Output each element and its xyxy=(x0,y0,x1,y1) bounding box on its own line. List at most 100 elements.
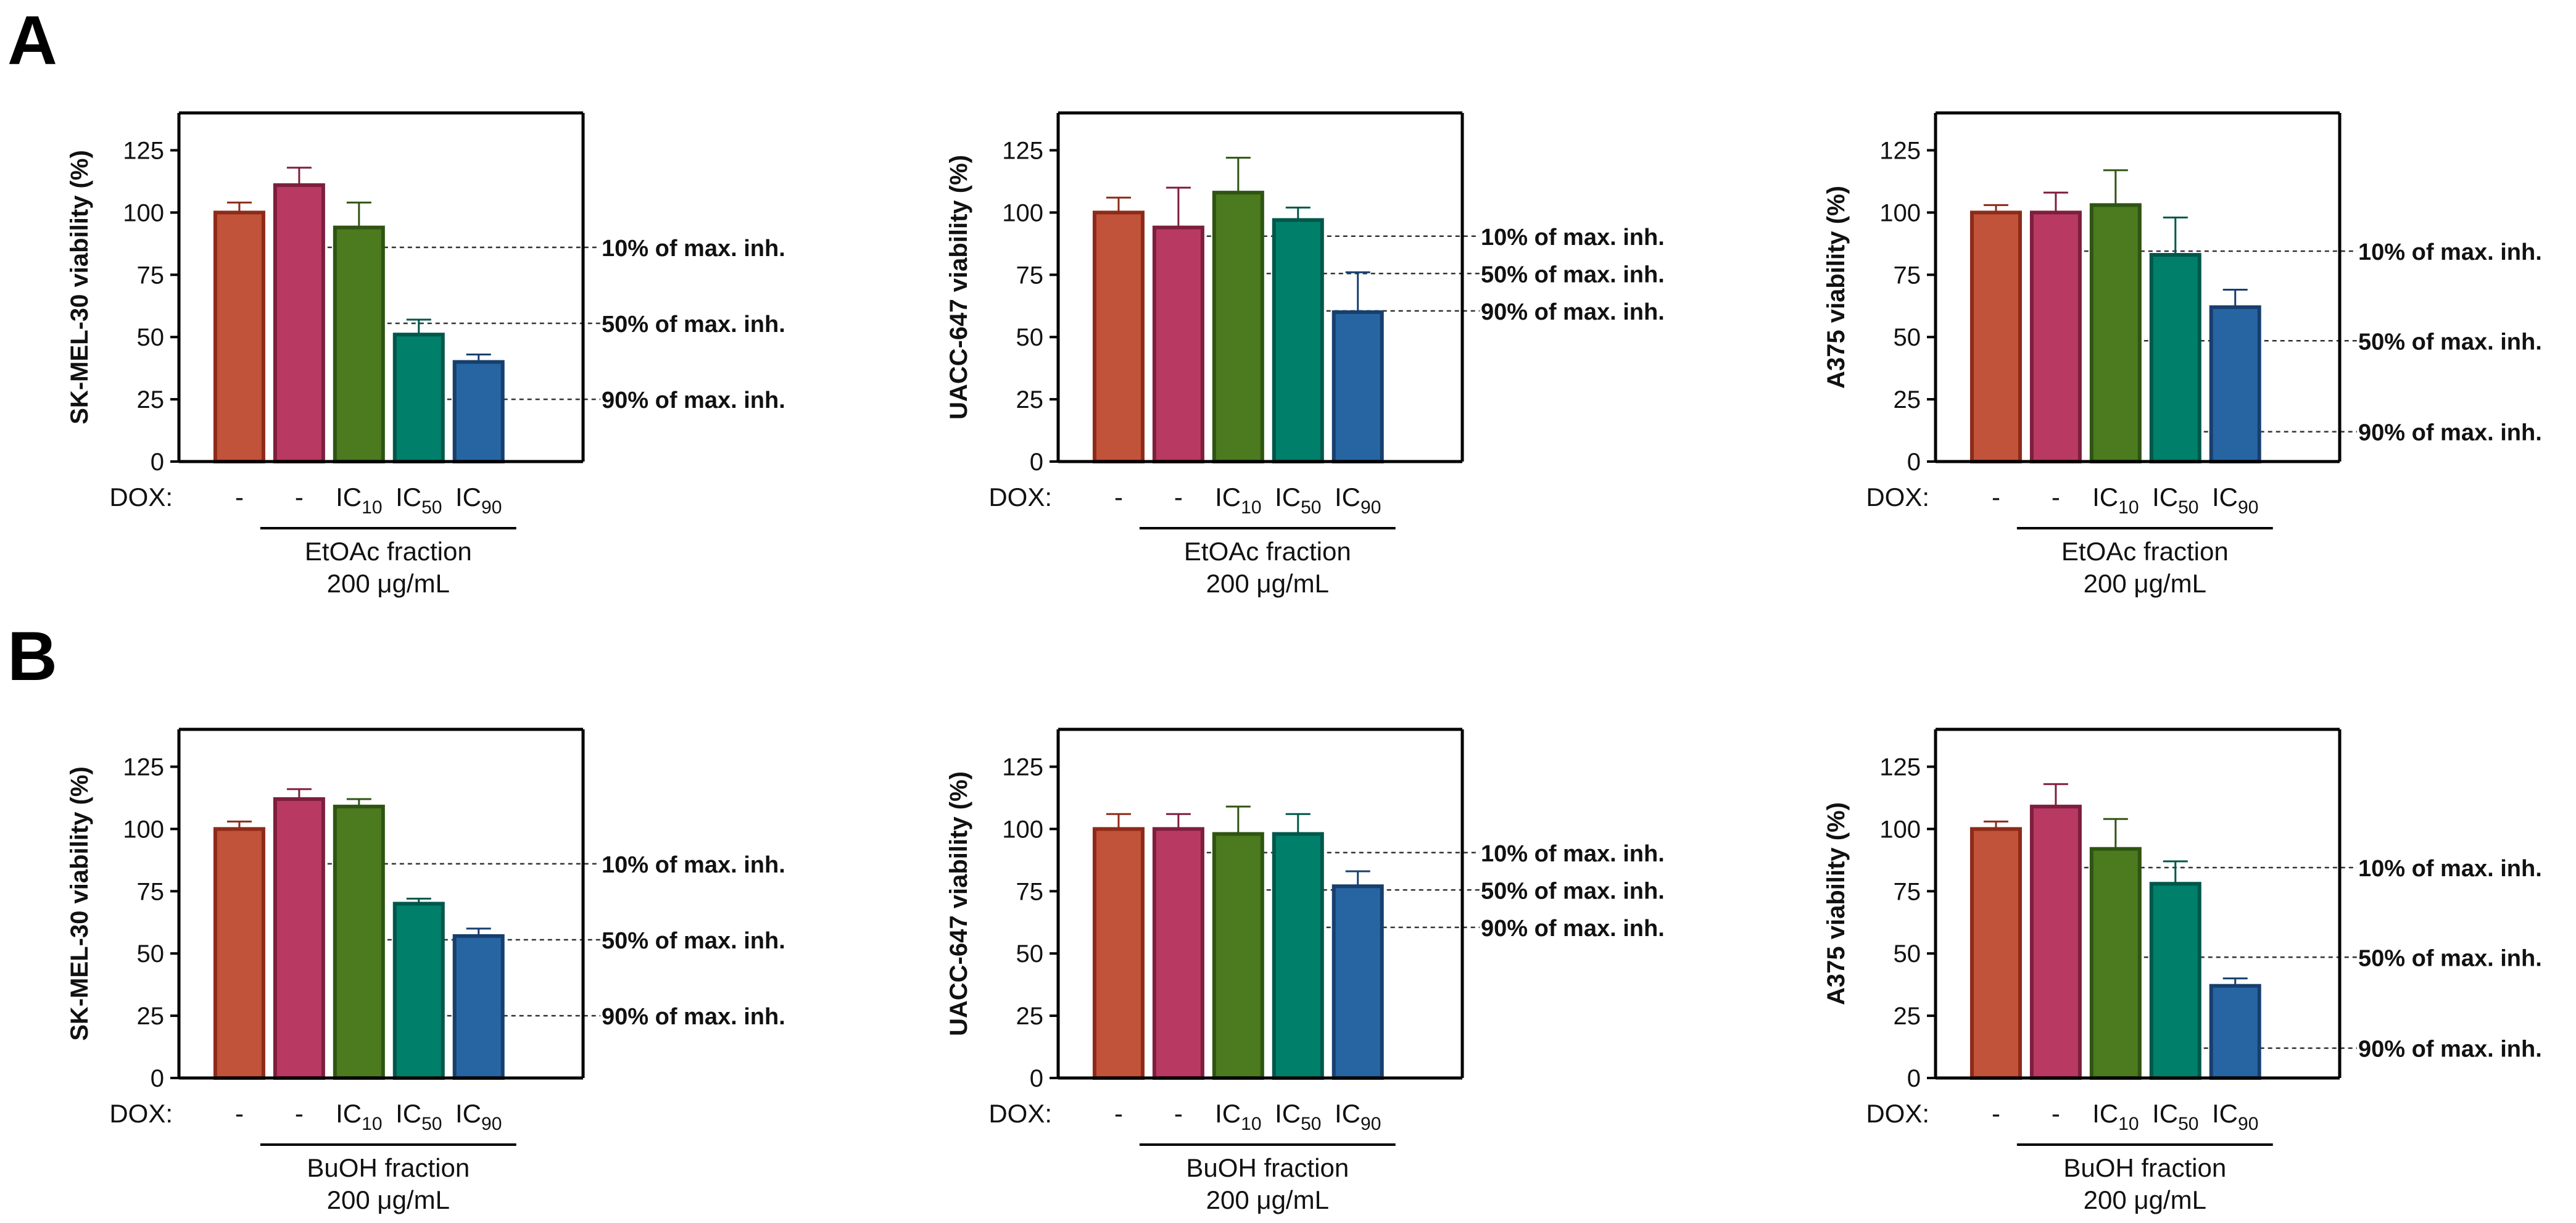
category-label-subscript: 10 xyxy=(2118,497,2139,518)
bar xyxy=(2149,253,2201,463)
y-axis-label: A375 viability (%) xyxy=(1823,186,1850,389)
category-label-main: IC xyxy=(396,483,421,512)
y-tick-label: 0 xyxy=(1030,1065,1043,1092)
category-label-subscript: 50 xyxy=(1301,1114,1321,1134)
reference-label: 10% of max. inh. xyxy=(2358,239,2542,265)
y-tick-label: 25 xyxy=(137,386,165,413)
y-tick-label: 75 xyxy=(1894,262,1921,289)
y-tick-label: 50 xyxy=(137,940,165,968)
category-label-main: - xyxy=(295,483,304,512)
dox-label: DOX: xyxy=(109,1099,173,1128)
category-label-main: IC xyxy=(336,1099,362,1128)
category-label-main: IC xyxy=(2152,1099,2178,1128)
bar xyxy=(1331,310,1384,463)
category-label-main: IC xyxy=(396,1099,421,1128)
y-tick-label: 50 xyxy=(1894,324,1921,351)
category-label: IC50 xyxy=(396,483,442,518)
y-tick-label: 25 xyxy=(1894,1003,1921,1030)
fraction-label: BuOH fraction xyxy=(2063,1153,2226,1182)
reference-label: 50% of max. inh. xyxy=(1481,262,1665,288)
y-axis-label: SK-MEL-30 viability (%) xyxy=(66,150,93,425)
y-tick-label: 75 xyxy=(1894,878,1921,905)
y-tick-label: 125 xyxy=(1002,138,1043,165)
reference-label: 50% of max. inh. xyxy=(2358,945,2542,971)
category-label-subscript: 10 xyxy=(2118,1114,2139,1134)
category-label: IC50 xyxy=(396,1099,442,1134)
y-tick-label: 75 xyxy=(1016,878,1044,905)
category-label-subscript: 50 xyxy=(1301,497,1321,518)
y-tick-label: 125 xyxy=(123,754,164,781)
y-tick-label: 100 xyxy=(1879,816,1921,843)
category-label-main: IC xyxy=(1335,1099,1360,1128)
reference-label: 90% of max. inh. xyxy=(1481,299,1665,325)
y-tick-label: 25 xyxy=(1016,386,1044,413)
category-label: IC90 xyxy=(2212,1099,2258,1134)
category-label: - xyxy=(1992,1099,2000,1128)
y-tick-label: 100 xyxy=(123,816,164,843)
y-tick-label: 50 xyxy=(1894,940,1921,968)
chart-4: SK-MEL-30 viability (%) 0 25 50 75 100 125 10% … xyxy=(66,728,785,1214)
category-label-main: - xyxy=(235,483,244,512)
fraction-label: EtOAc fraction xyxy=(1184,537,1351,566)
category-label-main: - xyxy=(1174,1099,1183,1128)
dox-label: DOX: xyxy=(988,483,1052,512)
concentration-label: 200 μg/mL xyxy=(2084,569,2206,598)
reference-label: 50% of max. inh. xyxy=(2358,329,2542,355)
category-label-main: IC xyxy=(1215,1099,1241,1128)
category-label-main: IC xyxy=(2092,1099,2118,1128)
category-label-subscript: 90 xyxy=(1360,497,1381,518)
category-label: IC90 xyxy=(2212,483,2258,518)
bar xyxy=(1212,191,1264,463)
category-label-subscript: 10 xyxy=(362,497,382,518)
category-label-main: - xyxy=(2052,1099,2060,1128)
category-label-subscript: 90 xyxy=(2238,497,2258,518)
panel-label-a: A xyxy=(7,2,57,79)
category-label: - xyxy=(1174,1099,1183,1128)
y-tick-label: 75 xyxy=(137,262,165,289)
y-tick-label: 0 xyxy=(151,449,164,476)
category-label: - xyxy=(1114,483,1123,512)
bar xyxy=(1969,210,2022,463)
category-label: - xyxy=(235,483,244,512)
category-label: IC50 xyxy=(2152,1099,2198,1134)
category-label: - xyxy=(235,1099,244,1128)
y-tick-label: 0 xyxy=(1907,1065,1921,1092)
y-axis-label: UACC-647 viability (%) xyxy=(945,771,972,1036)
chart-2: UACC-647 viability (%) 0 25 50 75 100 125 10% o… xyxy=(945,111,1665,598)
bar xyxy=(1092,210,1145,463)
y-axis-label: UACC-647 viability (%) xyxy=(945,155,972,420)
bar xyxy=(1969,827,2022,1080)
category-label-subscript: 50 xyxy=(2178,497,2198,518)
bar xyxy=(2089,847,2142,1080)
bar xyxy=(213,827,265,1080)
category-label-subscript: 10 xyxy=(362,1114,382,1134)
y-axis-label: SK-MEL-30 viability (%) xyxy=(66,766,93,1041)
bar xyxy=(1152,827,1204,1080)
category-label-main: IC xyxy=(455,1099,481,1128)
category-label-main: - xyxy=(1992,1099,2000,1128)
category-label: IC10 xyxy=(2092,1099,2139,1134)
category-label: IC90 xyxy=(455,483,502,518)
reference-label: 90% of max. inh. xyxy=(602,388,785,413)
category-label: - xyxy=(2052,1099,2060,1128)
category-label-main: IC xyxy=(336,483,362,512)
bar xyxy=(2029,210,2082,463)
dox-label: DOX: xyxy=(109,483,173,512)
y-axis-label: A375 viability (%) xyxy=(1823,802,1850,1005)
category-label-main: IC xyxy=(2212,483,2238,512)
category-label-subscript: 90 xyxy=(481,1114,502,1134)
category-label-main: IC xyxy=(1215,483,1241,512)
category-label: - xyxy=(295,483,304,512)
category-label: IC90 xyxy=(455,1099,502,1134)
category-label: - xyxy=(1992,483,2000,512)
concentration-label: 200 μg/mL xyxy=(327,569,450,598)
y-tick-label: 100 xyxy=(1002,816,1043,843)
bar xyxy=(1272,218,1324,463)
dox-label: DOX: xyxy=(1866,1099,1929,1128)
bar xyxy=(1331,884,1384,1080)
category-label-main: - xyxy=(295,1099,304,1128)
category-label-main: IC xyxy=(1275,483,1301,512)
reference-label: 90% of max. inh. xyxy=(1481,916,1665,942)
